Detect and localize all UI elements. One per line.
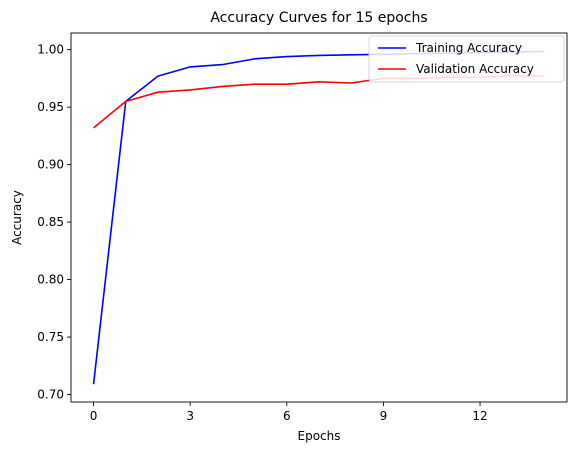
legend-box — [368, 35, 565, 83]
x-tick-label: 12 — [472, 409, 487, 423]
y-tick-label: 0.85 — [37, 215, 64, 229]
legend-label-training: Training Accuracy — [415, 41, 522, 55]
y-ticks: 0.70 0.75 0.80 0.85 0.90 0.95 1.00 — [37, 43, 71, 402]
chart-title: Accuracy Curves for 15 epochs — [210, 10, 427, 26]
x-axis-label: Epochs — [298, 429, 341, 443]
y-tick-label: 0.70 — [37, 388, 64, 402]
x-ticks: 0 3 6 9 12 — [90, 402, 488, 423]
y-axis-label: Accuracy — [10, 190, 24, 245]
x-tick-label: 3 — [186, 409, 194, 423]
y-tick-label: 0.80 — [37, 273, 64, 287]
legend: Training Accuracy Validation Accuracy — [368, 35, 565, 83]
x-tick-label: 9 — [380, 409, 388, 423]
x-tick-label: 6 — [283, 409, 291, 423]
y-tick-label: 1.00 — [37, 43, 64, 57]
y-tick-label: 0.75 — [37, 330, 64, 344]
legend-label-validation: Validation Accuracy — [416, 62, 534, 76]
y-tick-label: 0.90 — [37, 158, 64, 172]
axes-frame — [70, 32, 568, 403]
x-tick-label: 0 — [90, 409, 98, 423]
y-tick-label: 0.95 — [37, 100, 64, 114]
